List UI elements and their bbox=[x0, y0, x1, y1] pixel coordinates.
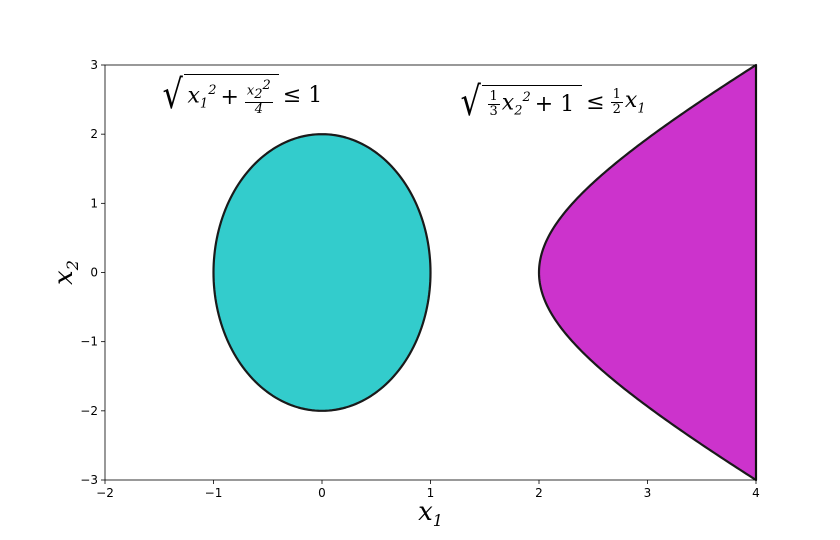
regions-group bbox=[212, 63, 758, 482]
x-tick-label: −1 bbox=[205, 486, 223, 500]
y-tick-label: 0 bbox=[90, 266, 98, 280]
x-axis-label: x1 bbox=[418, 497, 443, 530]
ellipse-radicand: x12 + x22 4 bbox=[183, 74, 279, 116]
y-axis-label-main: x bbox=[49, 270, 79, 285]
x-ticks: −2 −1 0 1 2 3 4 bbox=[96, 480, 760, 500]
y-tick-label: 3 bbox=[90, 58, 98, 72]
x-tick-label: 0 bbox=[318, 486, 326, 500]
y-tick-label: −1 bbox=[80, 335, 98, 349]
y-axis-label-sub: 2 bbox=[63, 260, 82, 271]
y-tick-label: −2 bbox=[80, 404, 98, 418]
ellipse-annotation: √ x12 + x22 4 ≤ 1 bbox=[160, 74, 326, 116]
x-tick-label: 2 bbox=[535, 486, 543, 500]
y-tick-label: 2 bbox=[90, 127, 98, 141]
hyperbola-region bbox=[537, 63, 758, 482]
x-tick-label: 3 bbox=[644, 486, 652, 500]
y-axis-label: x2 bbox=[49, 260, 82, 285]
y-tick-label: 1 bbox=[90, 196, 98, 210]
y-tick-label: −3 bbox=[80, 473, 98, 487]
x-axis-label-main: x bbox=[418, 497, 433, 527]
x-tick-label: 4 bbox=[752, 486, 760, 500]
ellipse-radical: √ x12 + x22 4 bbox=[160, 74, 279, 116]
x-tick-label: −2 bbox=[96, 486, 114, 500]
sqrt-sign: √ bbox=[162, 72, 183, 119]
y-ticks: −3 −2 −1 0 1 2 3 bbox=[80, 58, 105, 487]
ellipse-region bbox=[212, 133, 432, 412]
x-tick-label: 1 bbox=[427, 486, 435, 500]
sqrt-sign: √ bbox=[460, 79, 481, 125]
x-axis-label-sub: 1 bbox=[433, 511, 443, 530]
